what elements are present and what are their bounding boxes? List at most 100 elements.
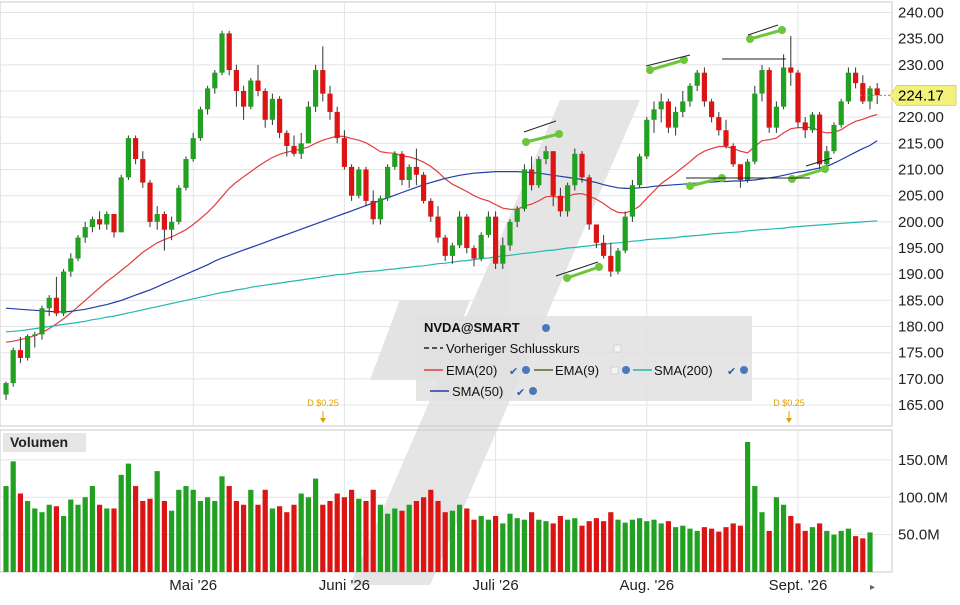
candle-body bbox=[3, 383, 9, 395]
candle-body bbox=[125, 138, 131, 178]
candle bbox=[75, 234, 81, 262]
candle bbox=[745, 159, 751, 183]
volume-bar bbox=[680, 525, 686, 572]
volume-bar bbox=[673, 527, 679, 572]
candle-body bbox=[82, 227, 88, 238]
candle bbox=[658, 93, 664, 123]
volume-bar bbox=[82, 497, 88, 572]
candle bbox=[565, 182, 571, 217]
candle-body bbox=[161, 214, 167, 230]
candle bbox=[377, 195, 383, 225]
candle-body bbox=[543, 151, 549, 160]
candle-body bbox=[565, 185, 571, 212]
volume-bar bbox=[565, 519, 571, 572]
volume-bar bbox=[190, 489, 196, 572]
candle bbox=[226, 30, 232, 76]
candle bbox=[838, 98, 844, 128]
volume-bar bbox=[349, 489, 355, 572]
sma200-check-icon[interactable]: ✔ bbox=[727, 366, 736, 378]
candle-body bbox=[824, 151, 830, 165]
trend-marker-start bbox=[686, 182, 694, 190]
candle bbox=[536, 156, 542, 188]
volume-bar bbox=[550, 523, 556, 572]
volume-bar bbox=[255, 504, 261, 572]
volume-bar bbox=[485, 519, 491, 572]
volume-bar bbox=[305, 497, 311, 572]
volume-bar bbox=[507, 513, 513, 572]
prev-close-checkbox[interactable] bbox=[613, 344, 622, 353]
candle bbox=[795, 70, 801, 128]
candle-body bbox=[507, 221, 513, 246]
ema20-settings-icon[interactable] bbox=[522, 366, 530, 374]
candle-body bbox=[572, 153, 578, 186]
candle-body bbox=[133, 138, 139, 160]
candle bbox=[831, 122, 837, 154]
legend-ticker: NVDA@SMART bbox=[424, 320, 520, 335]
volume-tick-label: 50.0M bbox=[898, 527, 940, 544]
volume-bar bbox=[169, 510, 175, 572]
ema9-checkbox[interactable] bbox=[610, 366, 619, 375]
trend-marker-end bbox=[778, 26, 786, 34]
candle-body bbox=[737, 164, 743, 180]
volume-bar bbox=[406, 504, 412, 572]
candle bbox=[320, 46, 326, 102]
candle-body bbox=[226, 33, 232, 71]
dividend-arrow-head bbox=[786, 418, 792, 423]
candle-body bbox=[291, 145, 297, 154]
x-tick-label: Sept. '26 bbox=[769, 577, 828, 594]
candle-body bbox=[608, 255, 614, 272]
candle-body bbox=[536, 159, 542, 186]
candle-body bbox=[68, 258, 74, 272]
candle bbox=[176, 185, 182, 225]
volume-bar bbox=[291, 504, 297, 572]
candle-body bbox=[723, 130, 729, 146]
trend-marker-end bbox=[680, 56, 688, 64]
last-price-tag: 224.17 bbox=[889, 85, 957, 106]
candle-body bbox=[305, 106, 311, 144]
sma50-settings-icon[interactable] bbox=[529, 387, 537, 395]
candle-body bbox=[514, 208, 520, 222]
volume-bar bbox=[608, 512, 614, 572]
candle-body bbox=[241, 90, 247, 107]
volume-bar bbox=[212, 501, 218, 572]
volume-bar bbox=[39, 512, 45, 572]
candle bbox=[277, 96, 283, 139]
candle bbox=[169, 216, 175, 241]
sma50-check-icon[interactable]: ✔ bbox=[516, 387, 525, 399]
candle bbox=[111, 214, 117, 238]
candle-body bbox=[802, 122, 808, 131]
trend-marker-start bbox=[646, 66, 654, 74]
x-tick-label: Juli '26 bbox=[472, 577, 518, 594]
candle bbox=[586, 174, 592, 230]
candle-body bbox=[255, 80, 261, 91]
candle-body bbox=[147, 182, 153, 222]
candle bbox=[125, 135, 131, 180]
price-tick-label: 190.00 bbox=[898, 266, 944, 283]
scroll-right-icon[interactable]: ▸ bbox=[870, 582, 875, 593]
candle bbox=[262, 88, 268, 128]
volume-bar bbox=[745, 441, 751, 572]
volume-bar bbox=[154, 471, 160, 572]
volume-bar bbox=[248, 489, 254, 572]
candle bbox=[435, 206, 441, 243]
candle bbox=[673, 106, 679, 136]
ema20-check-icon[interactable]: ✔ bbox=[509, 366, 518, 378]
candle-body bbox=[471, 248, 477, 259]
candle bbox=[629, 179, 635, 222]
candle bbox=[3, 381, 9, 400]
candle-body bbox=[874, 88, 880, 96]
candle-body bbox=[593, 224, 599, 243]
candle-body bbox=[521, 169, 527, 209]
candle bbox=[97, 211, 103, 230]
candle-body bbox=[716, 117, 722, 131]
ema9-settings-icon[interactable] bbox=[622, 366, 630, 374]
volume-bar bbox=[824, 530, 830, 572]
sma200-settings-icon[interactable] bbox=[740, 366, 748, 374]
candle bbox=[248, 77, 254, 110]
candle-body bbox=[248, 80, 254, 107]
ticker-settings-icon[interactable] bbox=[542, 324, 550, 332]
volume-bars bbox=[3, 441, 873, 572]
candle bbox=[17, 337, 23, 364]
candle bbox=[514, 206, 520, 228]
candle bbox=[233, 64, 239, 107]
